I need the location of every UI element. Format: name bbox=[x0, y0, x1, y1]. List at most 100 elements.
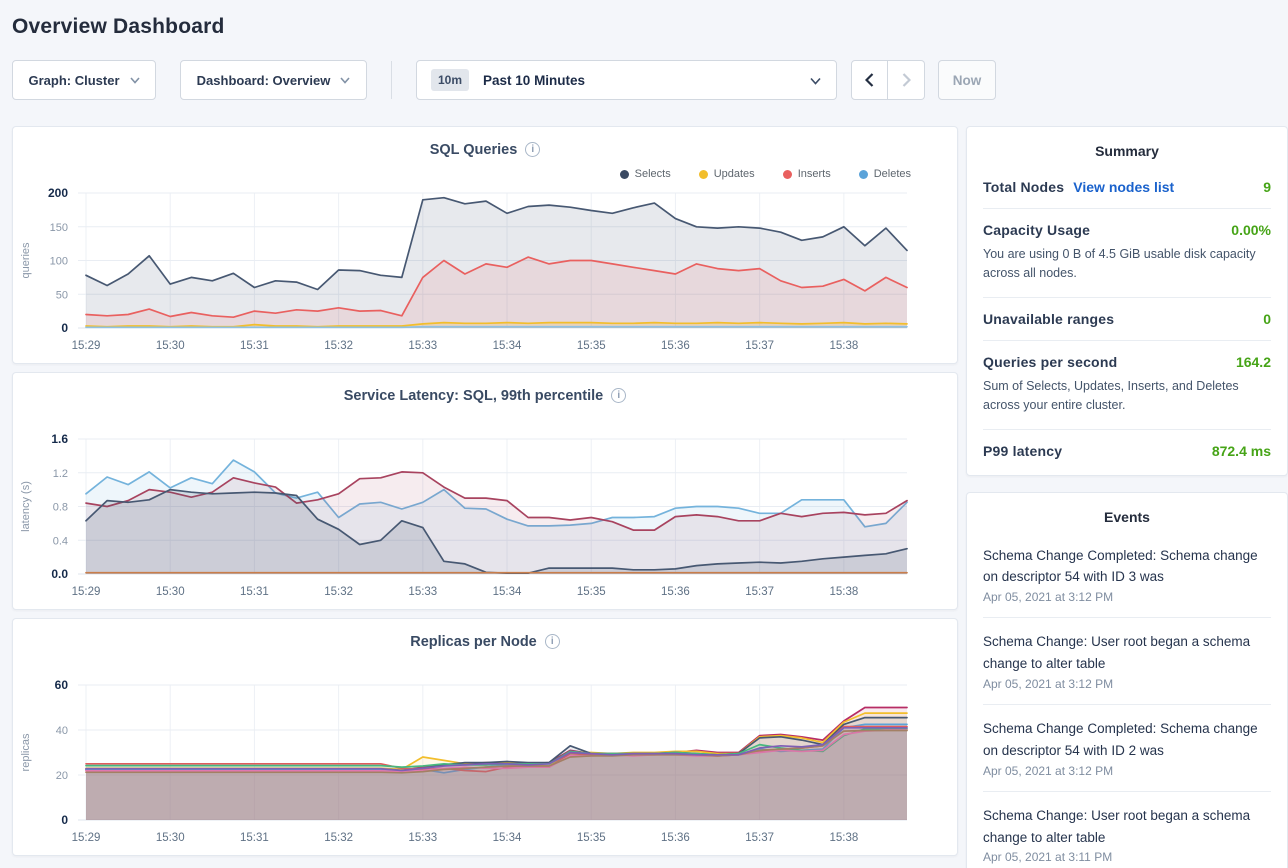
summary-row-total-nodes: Total Nodes View nodes list 9 bbox=[983, 179, 1271, 195]
svg-text:15:38: 15:38 bbox=[829, 832, 858, 844]
chart-legend: Selects Updates Inserts Deletes bbox=[13, 163, 957, 185]
event-text: Schema Change: User root began a schema … bbox=[983, 807, 1251, 845]
svg-text:15:34: 15:34 bbox=[493, 340, 522, 352]
legend-spacer bbox=[13, 655, 957, 677]
info-icon[interactable]: i bbox=[544, 634, 560, 649]
svg-text:15:30: 15:30 bbox=[156, 340, 185, 352]
svg-text:0.0: 0.0 bbox=[51, 567, 68, 581]
graph-dropdown[interactable]: Graph: Cluster bbox=[12, 60, 156, 100]
updates-dot-icon bbox=[698, 169, 708, 179]
chart-title: Service Latency: SQL, 99th percentile bbox=[343, 388, 604, 404]
event-timestamp: Apr 05, 2021 at 3:11 PM bbox=[983, 850, 1113, 865]
chart-title: SQL Queries bbox=[429, 142, 518, 158]
svg-text:15:35: 15:35 bbox=[577, 586, 606, 598]
chart-header: SQL Queries i bbox=[13, 141, 957, 163]
svg-text:20: 20 bbox=[56, 770, 68, 782]
dashboard-dropdown[interactable]: Dashboard: Overview bbox=[180, 60, 367, 100]
chart-header: Replicas per Node i bbox=[13, 633, 957, 655]
summary-row-p99: P99 latency 872.4 ms bbox=[983, 443, 1271, 459]
svg-text:0: 0 bbox=[61, 321, 68, 335]
svg-text:15:36: 15:36 bbox=[661, 340, 690, 352]
replicas-per-node-chart-card: Replicas per Node i 15:29 15:30 15:31 15:32 1… bbox=[12, 618, 958, 856]
svg-text:replicas: replicas bbox=[20, 733, 32, 771]
svg-text:15:34: 15:34 bbox=[493, 832, 522, 844]
legend-spacer bbox=[13, 409, 957, 431]
svg-text:15:30: 15:30 bbox=[156, 586, 185, 598]
summary-row-capacity: Capacity Usage 0.00% bbox=[983, 222, 1271, 238]
svg-text:15:29: 15:29 bbox=[72, 340, 101, 352]
event-item: Schema Change: User root began a schema … bbox=[983, 631, 1271, 691]
chevron-left-icon bbox=[865, 73, 874, 87]
now-button[interactable]: Now bbox=[938, 60, 996, 100]
view-nodes-list-link[interactable]: View nodes list bbox=[1073, 179, 1175, 195]
total-nodes-value: 9 bbox=[1263, 179, 1271, 195]
event-text: Schema Change Completed: Schema change o… bbox=[983, 547, 1258, 585]
sql-queries-chart-card: SQL Queries i Selects Updates Inserts Del… bbox=[12, 126, 958, 364]
page-title: Overview Dashboard bbox=[12, 15, 225, 38]
chart-title: Replicas per Node bbox=[410, 634, 537, 650]
charts-column: SQL Queries i Selects Updates Inserts Del… bbox=[12, 126, 958, 864]
time-step-buttons bbox=[851, 60, 925, 100]
service-latency-chart[interactable]: 15:29 15:30 15:31 15:32 15:33 15:34 15:35 15:36… bbox=[13, 431, 957, 603]
dashboard-dropdown-label: Dashboard: Overview bbox=[196, 72, 331, 88]
divider bbox=[983, 703, 1271, 705]
svg-text:15:35: 15:35 bbox=[577, 340, 606, 352]
divider bbox=[983, 428, 1271, 430]
divider bbox=[983, 339, 1271, 341]
svg-text:15:33: 15:33 bbox=[408, 586, 437, 598]
time-next-button[interactable] bbox=[888, 60, 925, 100]
legend-item-selects: Selects bbox=[619, 168, 671, 180]
svg-text:15:33: 15:33 bbox=[408, 340, 437, 352]
svg-text:0.8: 0.8 bbox=[53, 502, 68, 514]
graph-dropdown-label: Graph: Cluster bbox=[28, 72, 120, 88]
svg-text:1.2: 1.2 bbox=[53, 468, 68, 480]
svg-text:15:35: 15:35 bbox=[577, 832, 606, 844]
p99-latency-value: 872.4 ms bbox=[1211, 442, 1271, 459]
chevron-down-icon bbox=[340, 76, 350, 84]
chevron-down-icon bbox=[810, 77, 821, 85]
event-item: Schema Change Completed: Schema change o… bbox=[983, 545, 1271, 605]
sidebar: Summary Total Nodes View nodes list 9 Ca… bbox=[966, 126, 1288, 868]
event-item: Schema Change: User root began a schema … bbox=[983, 805, 1271, 865]
svg-text:0.4: 0.4 bbox=[53, 535, 68, 547]
event-text: Schema Change: User root began a schema … bbox=[983, 634, 1251, 672]
svg-text:15:31: 15:31 bbox=[240, 586, 269, 598]
svg-text:15:38: 15:38 bbox=[829, 586, 858, 598]
unavailable-ranges-value: 0 bbox=[1263, 310, 1271, 327]
sql-queries-chart[interactable]: 15:29 15:30 15:31 15:32 15:33 15:34 15:35 15:36… bbox=[13, 185, 957, 357]
svg-text:15:36: 15:36 bbox=[661, 832, 690, 844]
divider bbox=[983, 617, 1271, 619]
svg-text:60: 60 bbox=[55, 678, 69, 692]
event-timestamp: Apr 05, 2021 at 3:12 PM bbox=[983, 676, 1114, 691]
time-range-label: Past 10 Minutes bbox=[483, 72, 586, 88]
time-range-selector[interactable]: 10m Past 10 Minutes bbox=[416, 60, 837, 100]
time-prev-button[interactable] bbox=[851, 60, 888, 100]
total-nodes-label: Total Nodes bbox=[983, 179, 1065, 195]
chevron-down-icon bbox=[129, 76, 140, 84]
events-title: Events bbox=[1104, 508, 1150, 525]
svg-text:15:37: 15:37 bbox=[745, 586, 774, 598]
svg-text:15:31: 15:31 bbox=[240, 832, 269, 844]
time-range-badge: 10m bbox=[431, 69, 470, 91]
info-icon[interactable]: i bbox=[611, 388, 627, 403]
summary-panel: Summary Total Nodes View nodes list 9 Ca… bbox=[966, 126, 1288, 476]
event-text: Schema Change Completed: Schema change o… bbox=[983, 720, 1258, 758]
svg-text:latency (s): latency (s) bbox=[20, 481, 32, 532]
service-latency-chart-card: Service Latency: SQL, 99th percentile i 1… bbox=[12, 372, 958, 610]
toolbar: Graph: Cluster Dashboard: Overview 10m P… bbox=[12, 60, 1276, 100]
capacity-usage-value: 0.00% bbox=[1231, 222, 1271, 238]
svg-text:15:30: 15:30 bbox=[156, 832, 185, 844]
svg-text:15:37: 15:37 bbox=[745, 340, 774, 352]
events-panel: Events Schema Change Completed: Schema c… bbox=[966, 491, 1288, 868]
svg-text:15:29: 15:29 bbox=[72, 586, 101, 598]
svg-text:15:32: 15:32 bbox=[324, 832, 353, 844]
replicas-per-node-chart[interactable]: 15:29 15:30 15:31 15:32 15:33 15:34 15:35 15:36… bbox=[13, 677, 957, 849]
queries-per-second-description: Sum of Selects, Updates, Inserts, and De… bbox=[983, 378, 1239, 413]
info-icon[interactable]: i bbox=[525, 142, 541, 157]
event-timestamp: Apr 05, 2021 at 3:12 PM bbox=[983, 763, 1114, 778]
chevron-right-icon bbox=[902, 73, 911, 87]
svg-text:150: 150 bbox=[50, 222, 68, 234]
summary-row-qps: Queries per second 164.2 bbox=[983, 354, 1271, 370]
svg-text:15:29: 15:29 bbox=[72, 832, 101, 844]
